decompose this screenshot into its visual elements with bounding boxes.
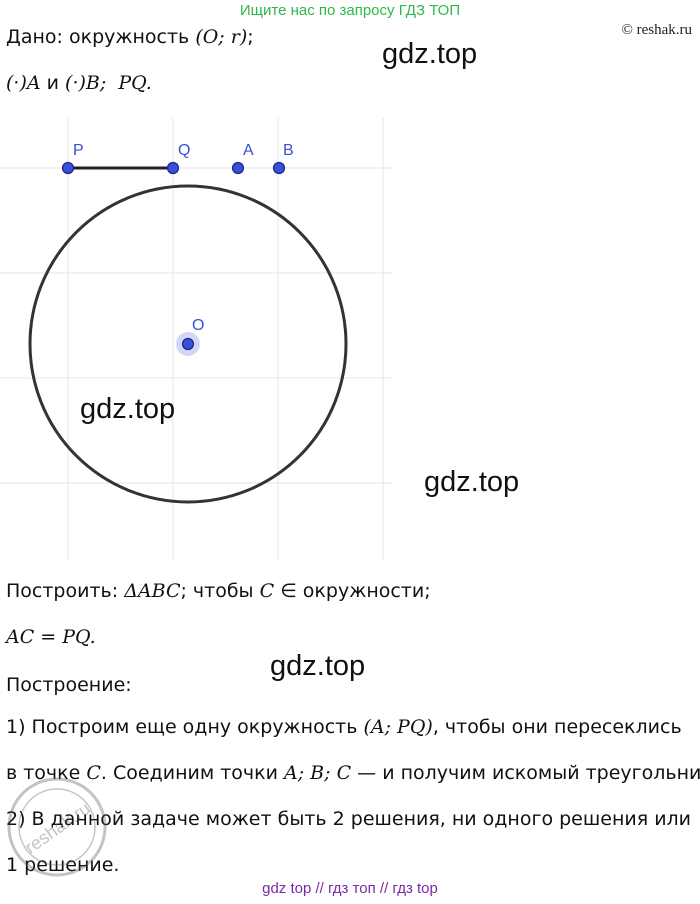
step-1-text-b: , чтобы они пересеклись xyxy=(432,716,682,738)
footer-links: gdz top // гдз топ // гдз top xyxy=(262,880,438,897)
watermark: gdz.top xyxy=(424,466,520,498)
triangle-notation: ΔABC xyxy=(124,580,181,602)
step-2-cont: 1 решение. xyxy=(6,854,120,876)
label-b: B xyxy=(283,142,294,159)
step-2-text-b: . Соединим точки xyxy=(100,762,278,784)
construct-line-1: Построить: ΔABC; чтобы C ∈ окружности; xyxy=(6,580,431,602)
point-q xyxy=(166,161,180,175)
stamp-text: reshak.ru xyxy=(21,798,94,857)
segment-pq-notation: PQ. xyxy=(118,72,152,94)
step-1-text-a: 1) Построим еще одну окружность xyxy=(6,716,358,738)
step-2-text-c: — и получим искомый треугольник. xyxy=(357,762,700,784)
given-line-1: Дано: окружность (O; r); xyxy=(6,26,254,48)
point-o xyxy=(181,337,195,351)
construct-label: Построить: xyxy=(6,580,119,602)
point-b xyxy=(272,161,286,175)
watermark: gdz.top xyxy=(382,38,478,70)
geometry-figure: P Q A B O xyxy=(0,118,392,560)
equation-line: AC = PQ. xyxy=(6,626,96,648)
points-abc-notation: A; B; C xyxy=(284,762,352,784)
top-banner: Ищите нас по запросу ГДЗ ТОП xyxy=(239,2,461,19)
and-word: и xyxy=(46,72,59,94)
point-a xyxy=(231,161,245,175)
label-a: A xyxy=(243,142,254,159)
construction-title: Построение: xyxy=(6,674,132,696)
watermark: gdz.top xyxy=(270,650,366,682)
copyright: © reshak.ru xyxy=(621,22,692,38)
step-1: 1) Построим еще одну окружность (A; PQ),… xyxy=(6,716,682,738)
circle-notation: (O; r) xyxy=(195,26,248,48)
step-1-cont: в точке C. Соединим точки A; B; C — и по… xyxy=(6,762,700,784)
label-o: O xyxy=(192,317,204,334)
in-circle-text: ∈ окружности; xyxy=(280,580,431,602)
given-label: Дано: окружность xyxy=(6,26,190,48)
label-q: Q xyxy=(178,142,190,159)
given-line-2: (·)A и (·)B; PQ. xyxy=(6,72,152,94)
point-c-notation: C xyxy=(86,762,101,784)
step-2: 2) В данной задаче может быть 2 решения,… xyxy=(6,808,692,830)
reshak-stamp: reshak.ru xyxy=(7,777,107,877)
point-b-notation: (·)B; xyxy=(65,72,107,94)
point-c-notation: C xyxy=(259,580,275,602)
label-p: P xyxy=(73,142,84,159)
point-p xyxy=(61,161,75,175)
construct-condition: ; чтобы xyxy=(180,580,254,602)
circle-o xyxy=(28,184,348,504)
point-a-notation: (·)A xyxy=(6,72,41,94)
step-2-text-a: в точке xyxy=(6,762,81,784)
circle-a-notation: (A; PQ) xyxy=(363,716,433,738)
watermark: gdz.top xyxy=(80,393,176,425)
